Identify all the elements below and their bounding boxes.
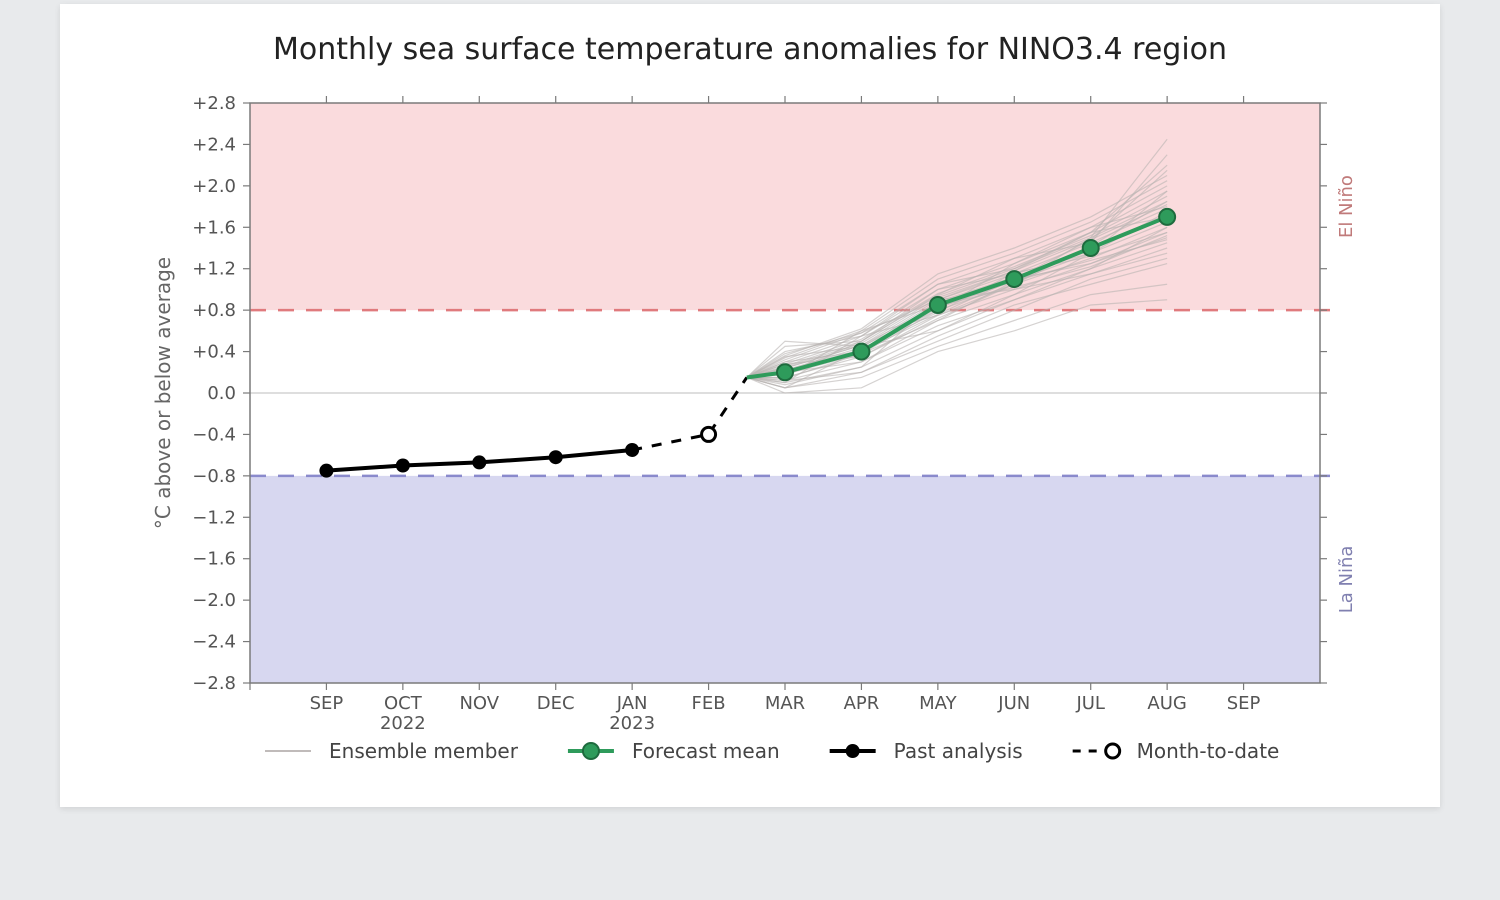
- threshold-band: [250, 103, 1320, 310]
- x-tick-label: JAN: [616, 693, 648, 714]
- y-tick-label: −0.8: [192, 466, 236, 487]
- y-tick-label: −1.2: [192, 507, 236, 528]
- forecast-marker: [777, 364, 793, 380]
- month-to-date-line: [632, 377, 747, 450]
- x-tick-label: APR: [844, 693, 880, 714]
- y-tick-label: −2.0: [192, 590, 236, 611]
- forecast-marker: [1083, 240, 1099, 256]
- y-tick-label: +0.8: [192, 300, 236, 321]
- legend-label: Past analysis: [894, 739, 1023, 763]
- la-nina-label: La Niña: [1336, 546, 1357, 614]
- forecast-marker: [1159, 209, 1175, 225]
- x-tick-label: JUN: [997, 693, 1030, 714]
- y-tick-label: +1.2: [192, 259, 236, 280]
- past-marker: [396, 459, 410, 473]
- y-tick-label: +2.0: [192, 176, 236, 197]
- y-axis-label: °C above or below average: [151, 257, 175, 529]
- x-tick-label: SEP: [310, 693, 344, 714]
- x-tick-label: SEP: [1227, 693, 1261, 714]
- past-marker: [319, 464, 333, 478]
- legend-label: Month-to-date: [1137, 739, 1280, 763]
- y-tick-label: +0.4: [192, 342, 236, 363]
- x-tick-label: AUG: [1147, 693, 1186, 714]
- y-tick-label: −2.8: [192, 673, 236, 694]
- forecast-marker: [930, 297, 946, 313]
- x-tick-label: JUL: [1075, 693, 1105, 714]
- x-tick-label: NOV: [459, 693, 499, 714]
- x-tick-label: MAR: [765, 693, 805, 714]
- x-tick-label: FEB: [692, 693, 726, 714]
- x-tick-sublabel: 2023: [609, 713, 655, 734]
- threshold-band: [250, 476, 1320, 683]
- y-tick-label: −2.4: [192, 632, 236, 653]
- past-marker: [549, 450, 563, 464]
- y-tick-label: +2.4: [192, 134, 236, 155]
- month-to-date-marker: [702, 427, 716, 441]
- x-tick-label: DEC: [537, 693, 575, 714]
- x-tick-sublabel: 2022: [380, 713, 426, 734]
- x-tick-label: MAY: [919, 693, 957, 714]
- y-tick-label: +1.6: [192, 217, 236, 238]
- y-tick-label: −0.4: [192, 424, 236, 445]
- y-tick-label: 0.0: [207, 383, 236, 404]
- legend-label: Ensemble member: [329, 739, 519, 763]
- forecast-marker: [853, 344, 869, 360]
- legend-label: Forecast mean: [632, 739, 780, 763]
- forecast-marker: [1006, 271, 1022, 287]
- past-marker: [472, 455, 486, 469]
- chart-title: Monthly sea surface temperature anomalie…: [60, 32, 1440, 67]
- y-tick-label: +2.8: [192, 93, 236, 114]
- chart-card: Monthly sea surface temperature anomalie…: [60, 4, 1440, 807]
- x-tick-label: OCT: [384, 693, 423, 714]
- forecast-chart: −2.8 −2.4 −2.0 −1.6 −1.2 −0.8 −0.4 0.0 +0.4 +0.8 +…: [120, 83, 1380, 783]
- el-nino-label: El Niño: [1336, 175, 1357, 238]
- y-tick-label: −1.6: [192, 549, 236, 570]
